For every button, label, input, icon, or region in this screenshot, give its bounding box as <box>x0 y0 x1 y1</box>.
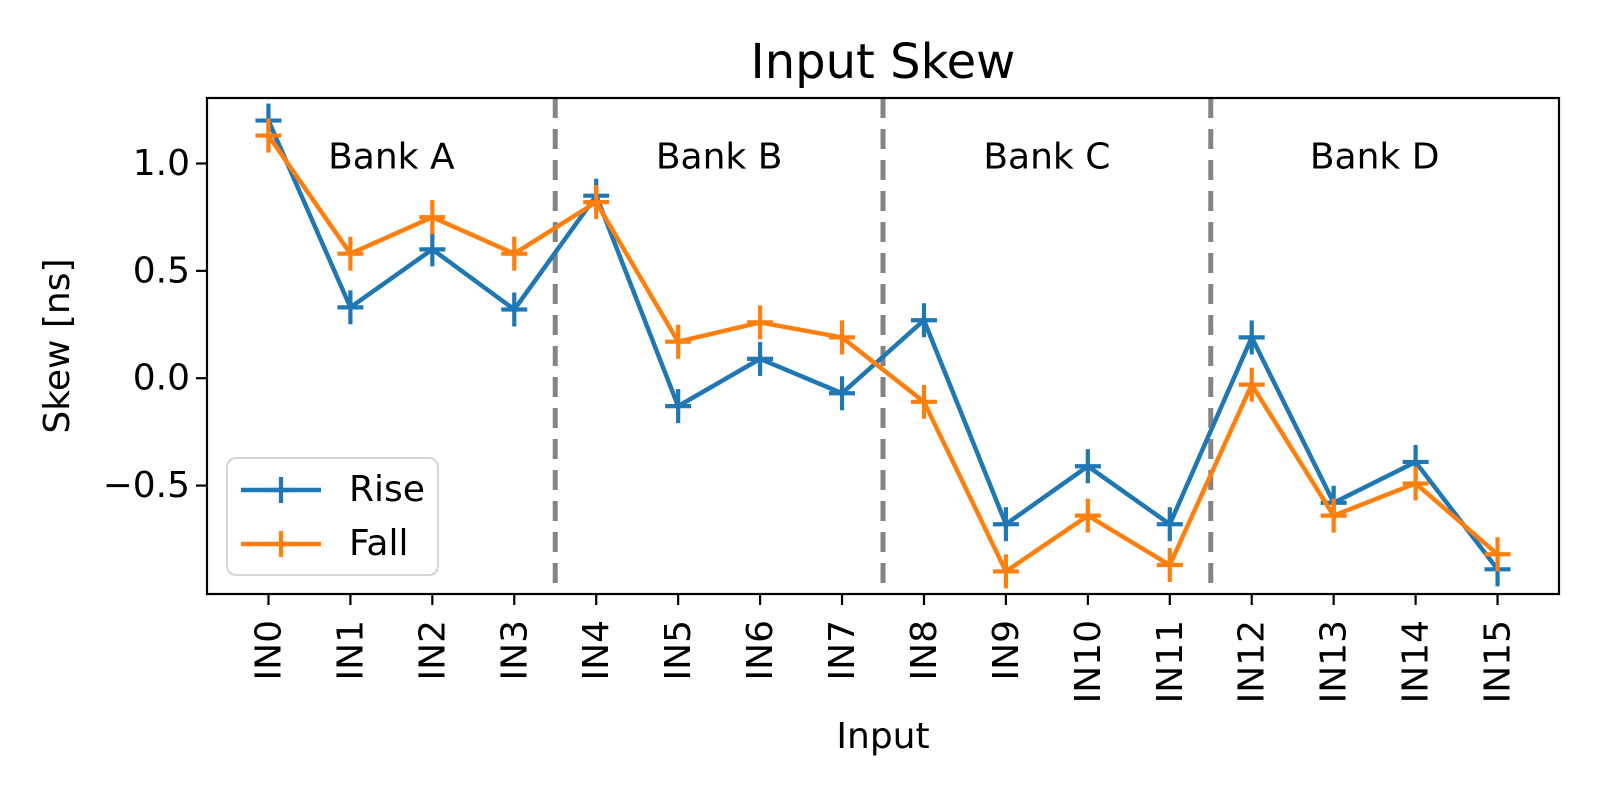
y-tick-label: 1.0 <box>133 143 190 184</box>
x-tick-label: IN4 <box>576 620 617 680</box>
bank-label: Bank B <box>656 137 783 178</box>
x-tick-label: IN3 <box>494 620 535 680</box>
x-axis-label: Input <box>836 716 930 757</box>
x-tick-label: IN12 <box>1232 620 1273 703</box>
legend-row-rise: Rise <box>239 468 437 512</box>
x-tick-label: IN6 <box>740 620 781 680</box>
bank-label: Bank A <box>328 137 455 178</box>
legend-label-fall: Fall <box>349 522 409 564</box>
rise-line-sample-icon <box>241 476 321 503</box>
fall-line-sample-icon <box>241 530 321 557</box>
x-tick-label: IN10 <box>1068 620 1109 703</box>
x-tick-label: IN7 <box>822 620 863 680</box>
y-tick-label: 0.5 <box>133 250 190 291</box>
x-tick-label: IN11 <box>1150 620 1191 703</box>
series-line-rise <box>266 119 1500 571</box>
chart-title: Input Skew <box>750 34 1016 90</box>
legend: Rise Fall <box>226 457 439 576</box>
y-tick-label: −0.5 <box>103 465 190 506</box>
x-tick-label: IN1 <box>330 620 371 680</box>
plot-spines <box>205 96 1561 596</box>
y-axis-label: Skew [ns] <box>37 258 78 434</box>
y-tick-label: 0.0 <box>133 358 190 399</box>
legend-row-fall: Fall <box>239 522 437 566</box>
x-tick-label: IN2 <box>412 620 453 680</box>
series-line-fall <box>266 134 1500 574</box>
x-tick-label: IN14 <box>1396 620 1437 703</box>
x-tick-label: IN5 <box>658 620 699 680</box>
bank-label: Bank D <box>1310 137 1440 178</box>
x-tick-label: IN15 <box>1478 620 1519 703</box>
x-tick-label: IN8 <box>904 620 945 680</box>
x-tick-label: IN13 <box>1314 620 1355 703</box>
x-tick-label: IN9 <box>986 620 1027 680</box>
bank-label: Bank C <box>983 137 1110 178</box>
x-tick-label: IN0 <box>248 620 289 680</box>
legend-label-rise: Rise <box>349 468 425 510</box>
